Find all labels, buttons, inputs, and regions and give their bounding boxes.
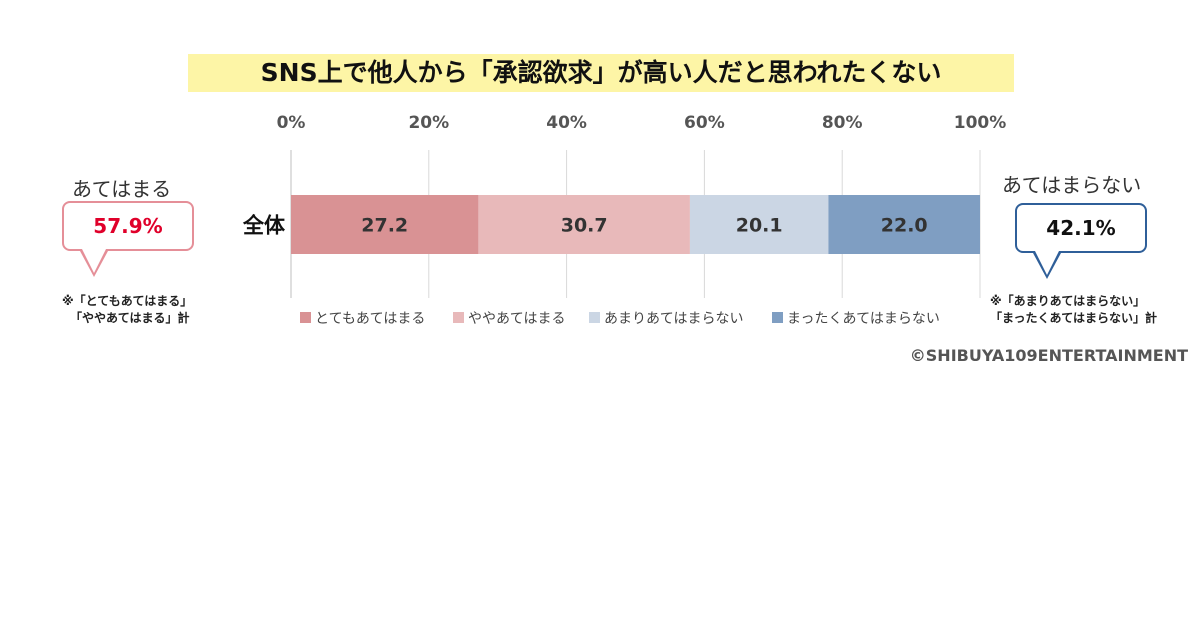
legend-label: まったくあてはまらない <box>787 311 940 327</box>
x-tick-label: 40% <box>546 113 587 133</box>
right-summary-note-line1: ※「あまりあてはまらない」 <box>990 294 1146 308</box>
bar-segment-0 <box>291 195 479 254</box>
bar-value-label: 20.1 <box>736 215 783 237</box>
bar-value-label: 30.7 <box>561 215 608 237</box>
left-summary-note-line1: ※「とてもあてはまる」 <box>62 294 193 308</box>
bar-segment-3 <box>828 195 980 254</box>
right-summary-note: ※「あまりあてはまらない」 「まったくあてはまらない」計 <box>990 293 1157 327</box>
right-summary-note-line2: 「まったくあてはまらない」計 <box>990 311 1158 325</box>
x-tick-label: 20% <box>408 113 449 133</box>
legend-label: ややあてはまる <box>468 311 565 327</box>
left-summary-label: あてはまる <box>72 177 172 201</box>
left-summary-note: ※「とてもあてはまる」 「ややあてはまる」計 <box>62 293 192 327</box>
bar-segment-2 <box>689 195 829 254</box>
bar-segment-1 <box>478 195 690 254</box>
right-summary-label: あてはまらない <box>1002 173 1142 197</box>
bar-value-label: 22.0 <box>881 215 928 237</box>
category-label: 全体 <box>242 214 286 238</box>
legend-label: あまりあてはまらない <box>604 311 743 327</box>
left-summary-bubble: 57.9% <box>62 201 194 277</box>
legend-swatch-3 <box>772 312 783 323</box>
left-summary-note-line2: 「ややあてはまる」計 <box>70 311 190 325</box>
legend-label: とてもあてはまる <box>315 311 425 327</box>
x-tick-label: 100% <box>954 113 1007 133</box>
legend-swatch-0 <box>300 312 311 323</box>
x-tick-label: 80% <box>822 113 863 133</box>
bar-value-label: 27.2 <box>361 215 408 237</box>
copyright: ©SHIBUYA109ENTERTAINMENT <box>909 346 1188 365</box>
right-summary-bubble: 42.1% <box>1015 203 1147 279</box>
left-summary-value: 57.9% <box>93 214 163 238</box>
legend-swatch-2 <box>589 312 600 323</box>
x-tick-label: 60% <box>684 113 725 133</box>
right-summary-value: 42.1% <box>1046 216 1116 240</box>
legend-swatch-1 <box>453 312 464 323</box>
x-tick-label: 0% <box>277 113 306 133</box>
chart-title: SNS上で他人から「承認欲求」が高い人だと思われたくない <box>188 54 1014 92</box>
